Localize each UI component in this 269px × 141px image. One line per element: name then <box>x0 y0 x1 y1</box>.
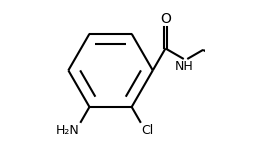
Text: Cl: Cl <box>141 124 154 137</box>
Text: H₂N: H₂N <box>56 124 80 137</box>
Text: NH: NH <box>174 60 193 73</box>
Text: O: O <box>160 12 171 26</box>
